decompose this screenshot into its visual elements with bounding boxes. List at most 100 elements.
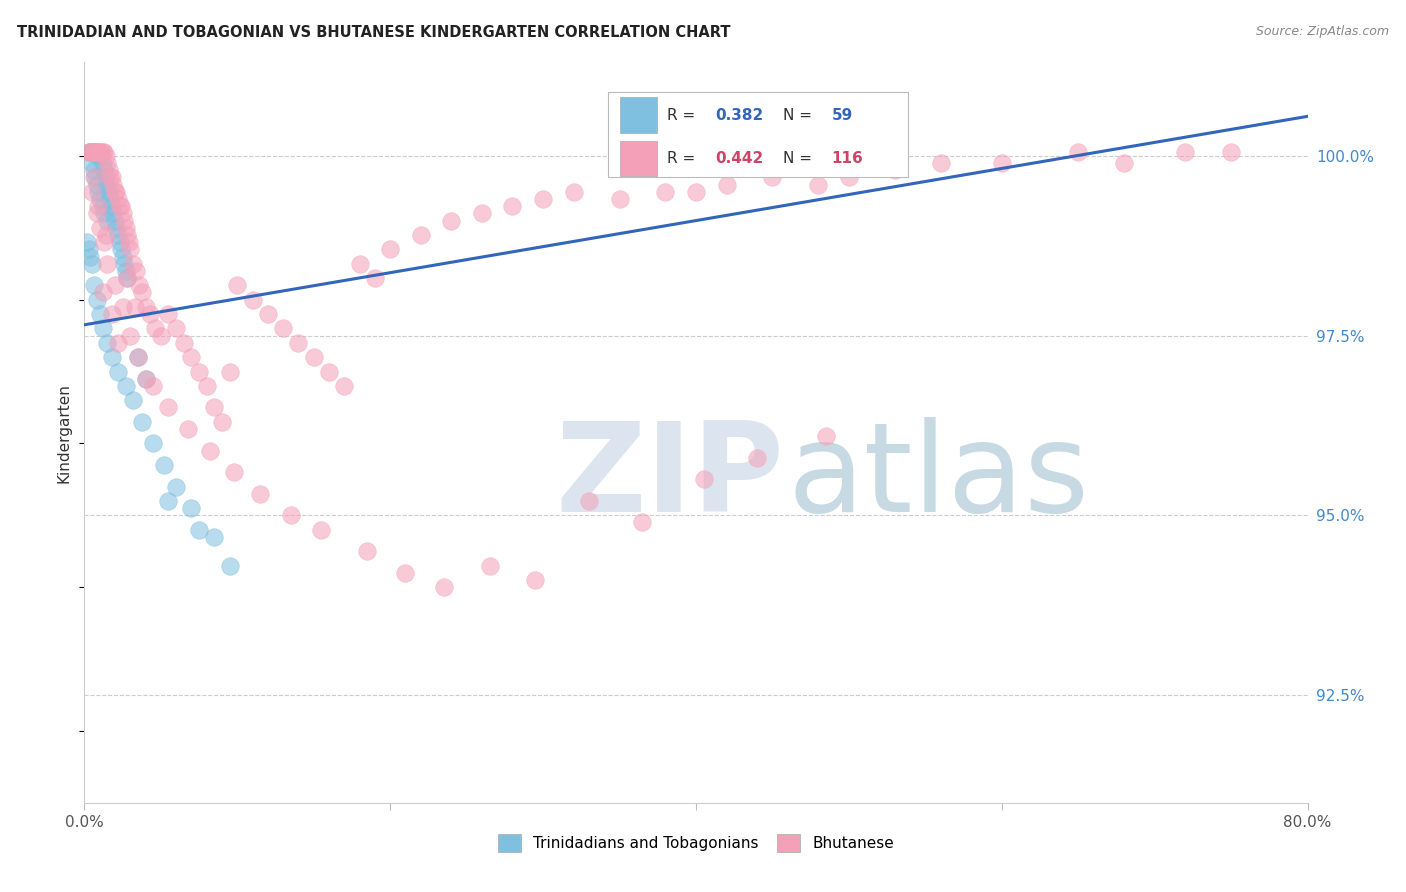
Point — [87, 185, 110, 199]
Point — [502, 199, 524, 213]
Point — [716, 178, 738, 192]
Y-axis label: Kindergarten: Kindergarten — [56, 383, 72, 483]
Text: 116: 116 — [832, 151, 863, 166]
Point — [86, 145, 108, 160]
Point — [111, 206, 134, 220]
Point — [165, 321, 187, 335]
Point — [198, 443, 221, 458]
Point — [883, 163, 905, 178]
Point — [80, 257, 103, 271]
Point — [562, 185, 585, 199]
Point — [143, 321, 166, 335]
Text: Source: ZipAtlas.com: Source: ZipAtlas.com — [1256, 25, 1389, 38]
Text: ZIP: ZIP — [555, 417, 785, 538]
Point — [89, 192, 111, 206]
Point — [131, 285, 153, 300]
Text: R =: R = — [666, 151, 700, 166]
Point — [83, 278, 105, 293]
Point — [90, 149, 112, 163]
Point — [107, 335, 129, 350]
Point — [77, 145, 100, 160]
Point — [101, 199, 124, 213]
Point — [761, 170, 783, 185]
Point — [149, 328, 172, 343]
Point — [101, 170, 124, 185]
Point — [112, 213, 135, 227]
Point — [83, 170, 105, 185]
Point — [104, 185, 127, 199]
Point — [202, 530, 225, 544]
FancyBboxPatch shape — [607, 92, 908, 178]
Point — [105, 220, 128, 235]
Point — [86, 145, 108, 160]
Point — [188, 523, 211, 537]
Point — [110, 199, 132, 213]
Point — [77, 145, 100, 160]
Point — [131, 415, 153, 429]
Text: 0.442: 0.442 — [716, 151, 763, 166]
Text: TRINIDADIAN AND TOBAGONIAN VS BHUTANESE KINDERGARTEN CORRELATION CHART: TRINIDADIAN AND TOBAGONIAN VS BHUTANESE … — [17, 25, 730, 40]
Point — [218, 558, 240, 573]
Point — [94, 227, 117, 242]
Point — [86, 206, 108, 220]
FancyBboxPatch shape — [620, 141, 657, 177]
Point — [93, 235, 115, 249]
Point — [107, 365, 129, 379]
Point — [226, 278, 249, 293]
Point — [224, 465, 246, 479]
Point — [364, 271, 387, 285]
Point — [195, 379, 218, 393]
Point — [114, 220, 136, 235]
Point — [271, 321, 294, 335]
Point — [108, 235, 131, 249]
Point — [122, 257, 145, 271]
Point — [87, 145, 110, 160]
Point — [93, 206, 115, 220]
Point — [380, 243, 402, 257]
Point — [83, 145, 105, 160]
Point — [80, 145, 103, 160]
Point — [80, 156, 103, 170]
Point — [93, 163, 115, 178]
Point — [91, 285, 114, 300]
Point — [94, 149, 117, 163]
Point — [257, 307, 280, 321]
Point — [318, 365, 340, 379]
Point — [127, 350, 149, 364]
Point — [202, 401, 225, 415]
Point — [111, 300, 134, 314]
Point — [96, 178, 118, 192]
Text: 59: 59 — [832, 108, 853, 122]
Point — [79, 145, 101, 160]
Point — [107, 227, 129, 242]
Point — [609, 192, 631, 206]
Point — [112, 257, 135, 271]
Point — [115, 271, 138, 285]
Point — [128, 278, 150, 293]
Point — [139, 307, 162, 321]
Point — [311, 523, 333, 537]
Point — [79, 250, 101, 264]
Point — [94, 170, 117, 185]
Point — [280, 508, 302, 523]
Point — [111, 250, 134, 264]
FancyBboxPatch shape — [620, 97, 657, 133]
Point — [122, 393, 145, 408]
Point — [211, 415, 233, 429]
Point — [1220, 145, 1243, 160]
Text: N =: N = — [783, 108, 817, 122]
Point — [91, 321, 114, 335]
Point — [1114, 156, 1136, 170]
Point — [165, 479, 187, 493]
Point — [531, 192, 554, 206]
Text: atlas: atlas — [787, 417, 1090, 538]
Point — [79, 145, 101, 160]
Point — [807, 178, 830, 192]
Point — [409, 227, 432, 242]
Point — [91, 156, 114, 170]
Point — [124, 300, 146, 314]
Point — [104, 278, 127, 293]
Point — [180, 350, 202, 364]
Point — [84, 145, 107, 160]
Point — [115, 271, 138, 285]
